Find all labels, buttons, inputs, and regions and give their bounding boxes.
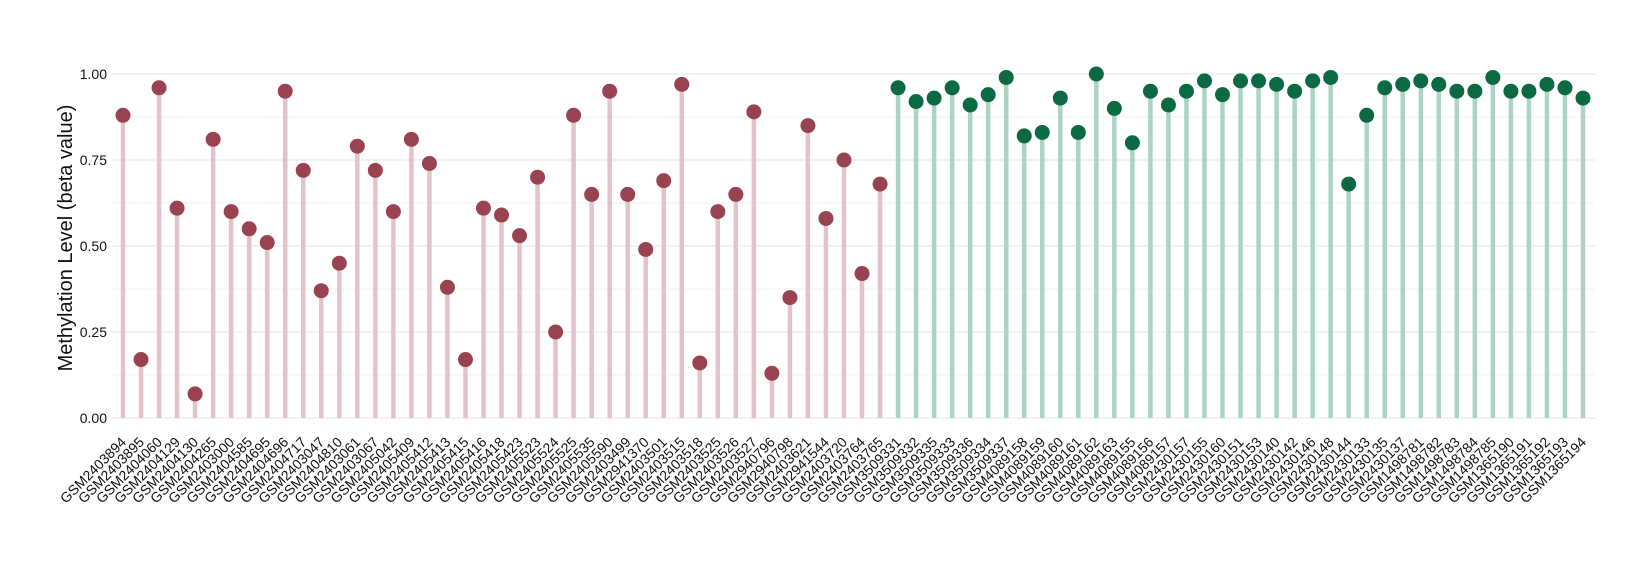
y-tick-label: 0.00 <box>80 410 107 426</box>
lollipop-point <box>548 324 564 340</box>
lollipop-point <box>1485 69 1501 85</box>
lollipop-point <box>439 279 455 295</box>
lollipop-point <box>169 200 185 216</box>
lollipop-point <box>1034 124 1050 140</box>
lollipop-point <box>331 255 347 271</box>
lollipop-point <box>421 155 437 171</box>
lollipop-point <box>1557 80 1573 96</box>
lollipop-point <box>1305 73 1321 89</box>
lollipop-point <box>1088 66 1104 82</box>
lollipop-point <box>385 204 401 220</box>
lollipop-point <box>1395 76 1411 92</box>
lollipop-point <box>872 176 888 192</box>
lollipop-point <box>908 94 924 110</box>
lollipop-point <box>764 365 780 381</box>
y-axis: 0.00 0.25 0.50 0.75 1.00 <box>80 66 107 426</box>
lollipop-stems <box>120 74 1586 418</box>
lollipop-point <box>602 83 618 99</box>
lollipop-point <box>530 169 546 185</box>
lollipop-point <box>584 186 600 202</box>
lollipop-point <box>1467 83 1483 99</box>
lollipop-point <box>1178 83 1194 99</box>
lollipop-point <box>133 352 149 368</box>
lollipop-point <box>944 80 960 96</box>
lollipop-point <box>512 228 528 244</box>
lollipop-point <box>818 210 834 226</box>
lollipop-point <box>1215 87 1231 103</box>
lollipop-point <box>151 80 167 96</box>
lollipop-point <box>854 266 870 282</box>
y-tick-label: 0.75 <box>80 152 107 168</box>
lollipop-point <box>403 131 419 147</box>
lollipop-point <box>782 290 798 306</box>
lollipop-point <box>1142 83 1158 99</box>
lollipop-point <box>1575 90 1591 106</box>
lollipop-point <box>728 186 744 202</box>
lollipop-point <box>890 80 906 96</box>
lollipop-point <box>1359 107 1375 123</box>
y-axis-title: Methylation Level (beta value) <box>55 105 77 372</box>
lollipop-point <box>457 352 473 368</box>
lollipop-point <box>187 386 203 402</box>
y-tick-label: 0.25 <box>80 324 107 340</box>
lollipop-point <box>638 241 654 257</box>
lollipop-point <box>1323 69 1339 85</box>
lollipop-point <box>115 107 131 123</box>
lollipop-point <box>277 83 293 99</box>
lollipop-point <box>1341 176 1357 192</box>
x-axis: GSM2403894GSM2403895GSM2404060GSM2404129… <box>57 434 1590 507</box>
lollipop-point <box>1106 100 1122 116</box>
lollipop-point <box>1521 83 1537 99</box>
lollipop-point <box>1431 76 1447 92</box>
lollipop-point <box>1287 83 1303 99</box>
lollipop-point <box>295 162 311 178</box>
lollipop-point <box>1539 76 1555 92</box>
lollipop-point <box>1269 76 1285 92</box>
lollipop-point <box>1233 73 1249 89</box>
lollipop-point <box>1503 83 1519 99</box>
lollipop-point <box>367 162 383 178</box>
y-tick-label: 0.50 <box>80 238 107 254</box>
lollipop-point <box>223 204 239 220</box>
lollipop-point <box>1016 128 1032 144</box>
lollipop-points <box>115 66 1591 402</box>
lollipop-point <box>926 90 942 106</box>
lollipop-point <box>349 138 365 154</box>
lollipop-point <box>1160 97 1176 113</box>
lollipop-point <box>980 87 996 103</box>
lollipop-point <box>962 97 978 113</box>
lollipop-point <box>620 186 636 202</box>
lollipop-point <box>746 104 762 120</box>
lollipop-point <box>692 355 708 371</box>
lollipop-point <box>259 235 275 251</box>
lollipop-point <box>313 283 329 299</box>
lollipop-point <box>1413 73 1429 89</box>
lollipop-point <box>1377 80 1393 96</box>
lollipop-point <box>836 152 852 168</box>
lollipop-point <box>475 200 491 216</box>
lollipop-point <box>1196 73 1212 89</box>
lollipop-point <box>656 173 672 189</box>
lollipop-point <box>800 118 816 134</box>
lollipop-point <box>674 76 690 92</box>
lollipop-point <box>1449 83 1465 99</box>
lollipop-point <box>1124 135 1140 151</box>
lollipop-point <box>241 221 257 237</box>
lollipop-point <box>710 204 726 220</box>
lollipop-point <box>566 107 582 123</box>
lollipop-point <box>1052 90 1068 106</box>
lollipop-point <box>494 207 510 223</box>
y-tick-label: 1.00 <box>80 66 107 82</box>
lollipop-point <box>998 69 1014 85</box>
lollipop-point <box>205 131 221 147</box>
lollipop-point <box>1070 124 1086 140</box>
lollipop-point <box>1251 73 1267 89</box>
grid-lines <box>112 73 1595 419</box>
